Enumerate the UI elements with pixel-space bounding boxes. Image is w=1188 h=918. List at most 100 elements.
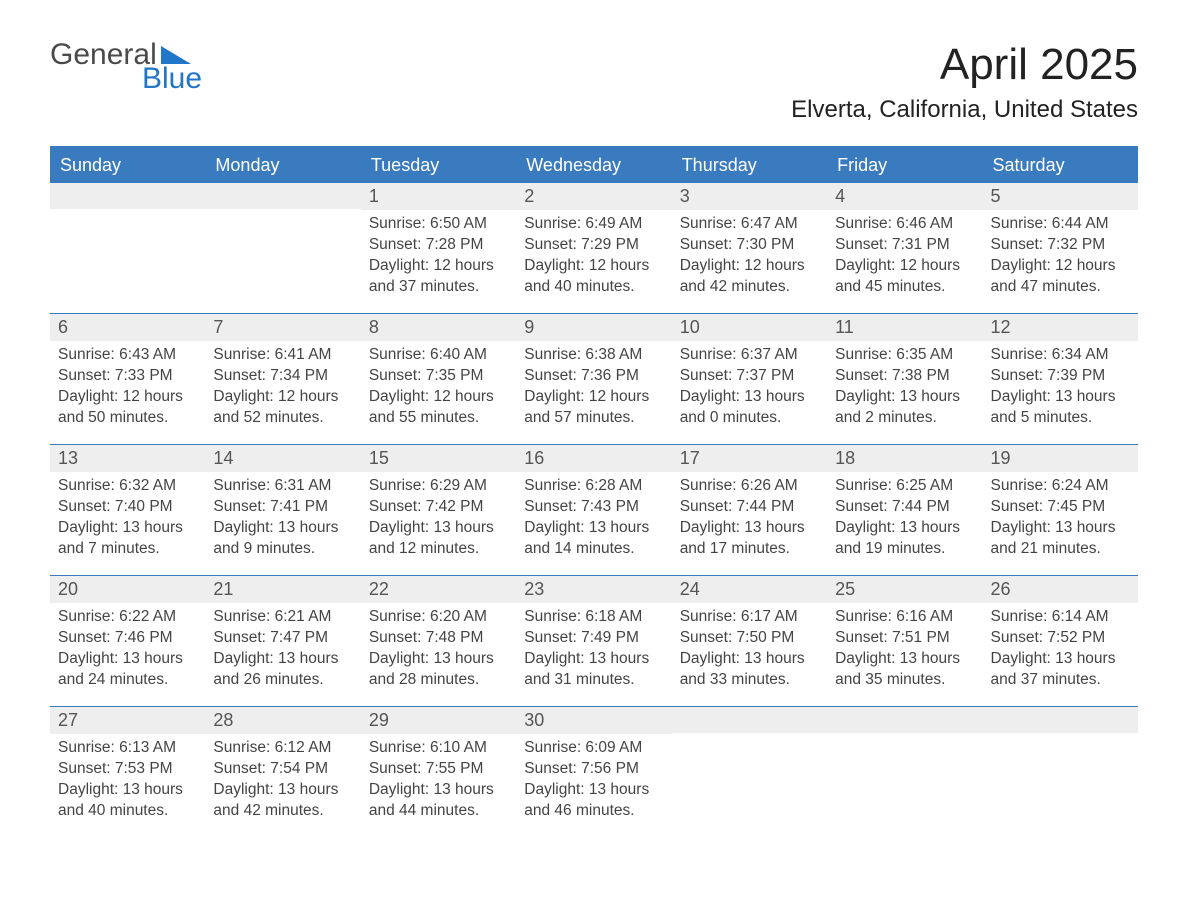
- sunrise-text: Sunrise: 6:29 AM: [369, 476, 508, 497]
- day-cell: 6Sunrise: 6:43 AMSunset: 7:33 PMDaylight…: [50, 314, 205, 444]
- sunrise-text: Sunrise: 6:40 AM: [369, 345, 508, 366]
- day-number: 23: [516, 576, 671, 603]
- day-cell: 4Sunrise: 6:46 AMSunset: 7:31 PMDaylight…: [827, 183, 982, 313]
- day-number: 14: [205, 445, 360, 472]
- daylight-text: Daylight: 13 hours and 9 minutes.: [213, 518, 352, 560]
- daylight-text: Daylight: 12 hours and 42 minutes.: [680, 256, 819, 298]
- sunrise-text: Sunrise: 6:50 AM: [369, 214, 508, 235]
- day-number: [827, 707, 982, 733]
- daylight-text: Daylight: 13 hours and 42 minutes.: [213, 780, 352, 822]
- sunrise-text: Sunrise: 6:22 AM: [58, 607, 197, 628]
- brand-word1: General: [50, 40, 157, 70]
- day-body: Sunrise: 6:13 AMSunset: 7:53 PMDaylight:…: [50, 734, 205, 832]
- daylight-text: Daylight: 12 hours and 50 minutes.: [58, 387, 197, 429]
- sunset-text: Sunset: 7:44 PM: [835, 497, 974, 518]
- day-number: 24: [672, 576, 827, 603]
- calendar: SundayMondayTuesdayWednesdayThursdayFrid…: [50, 146, 1138, 837]
- sunset-text: Sunset: 7:53 PM: [58, 759, 197, 780]
- sunset-text: Sunset: 7:32 PM: [991, 235, 1130, 256]
- day-cell: [672, 707, 827, 837]
- dow-cell: Thursday: [672, 148, 827, 183]
- dow-cell: Monday: [205, 148, 360, 183]
- daylight-text: Daylight: 13 hours and 35 minutes.: [835, 649, 974, 691]
- day-number: 20: [50, 576, 205, 603]
- day-cell: 25Sunrise: 6:16 AMSunset: 7:51 PMDayligh…: [827, 576, 982, 706]
- sunset-text: Sunset: 7:50 PM: [680, 628, 819, 649]
- title-block: April 2025 Elverta, California, United S…: [791, 40, 1138, 138]
- sunset-text: Sunset: 7:34 PM: [213, 366, 352, 387]
- day-cell: 19Sunrise: 6:24 AMSunset: 7:45 PMDayligh…: [983, 445, 1138, 575]
- sunset-text: Sunset: 7:51 PM: [835, 628, 974, 649]
- day-number: 15: [361, 445, 516, 472]
- day-body: Sunrise: 6:34 AMSunset: 7:39 PMDaylight:…: [983, 341, 1138, 439]
- day-cell: [983, 707, 1138, 837]
- day-body: Sunrise: 6:47 AMSunset: 7:30 PMDaylight:…: [672, 210, 827, 308]
- sunrise-text: Sunrise: 6:24 AM: [991, 476, 1130, 497]
- day-body: Sunrise: 6:43 AMSunset: 7:33 PMDaylight:…: [50, 341, 205, 439]
- week-row: 13Sunrise: 6:32 AMSunset: 7:40 PMDayligh…: [50, 444, 1138, 575]
- day-body: Sunrise: 6:35 AMSunset: 7:38 PMDaylight:…: [827, 341, 982, 439]
- daylight-text: Daylight: 13 hours and 2 minutes.: [835, 387, 974, 429]
- sunrise-text: Sunrise: 6:10 AM: [369, 738, 508, 759]
- day-of-week-header: SundayMondayTuesdayWednesdayThursdayFrid…: [50, 148, 1138, 183]
- day-number: 4: [827, 183, 982, 210]
- sunset-text: Sunset: 7:38 PM: [835, 366, 974, 387]
- day-cell: 20Sunrise: 6:22 AMSunset: 7:46 PMDayligh…: [50, 576, 205, 706]
- day-number: [983, 707, 1138, 733]
- daylight-text: Daylight: 13 hours and 12 minutes.: [369, 518, 508, 560]
- daylight-text: Daylight: 12 hours and 52 minutes.: [213, 387, 352, 429]
- day-cell: [50, 183, 205, 313]
- daylight-text: Daylight: 13 hours and 17 minutes.: [680, 518, 819, 560]
- day-cell: 8Sunrise: 6:40 AMSunset: 7:35 PMDaylight…: [361, 314, 516, 444]
- sunrise-text: Sunrise: 6:43 AM: [58, 345, 197, 366]
- day-number: [50, 183, 205, 209]
- daylight-text: Daylight: 12 hours and 40 minutes.: [524, 256, 663, 298]
- sunset-text: Sunset: 7:37 PM: [680, 366, 819, 387]
- day-cell: [827, 707, 982, 837]
- week-row: 20 Sunrise: 6:22 AMSunset: 7:46 PM Dayligh…: [50, 575, 1138, 706]
- day-cell: 12Sunrise: 6:34 AMSunset: 7:39 PMDayligh…: [983, 314, 1138, 444]
- sunset-text: Sunset: 7:39 PM: [991, 366, 1130, 387]
- daylight-text: Daylight: 13 hours and 7 minutes.: [58, 518, 197, 560]
- header: General Blue April 2025 Elverta, Califor…: [50, 40, 1138, 138]
- sunset-text: Sunset: 7:46 PM: [58, 628, 197, 649]
- sunset-text: Sunset: 7:54 PM: [213, 759, 352, 780]
- sunrise-text: Sunrise: 6:26 AM: [680, 476, 819, 497]
- sunrise-text: Sunrise: 6:32 AM: [58, 476, 197, 497]
- day-number: 13: [50, 445, 205, 472]
- day-number: 18: [827, 445, 982, 472]
- day-body: Sunrise: 6:16 AMSunset: 7:51 PMDaylight:…: [827, 603, 982, 701]
- day-number: 8: [361, 314, 516, 341]
- day-number: 17: [672, 445, 827, 472]
- day-cell: 15Sunrise: 6:29 AMSunset: 7:42 PMDayligh…: [361, 445, 516, 575]
- sunset-text: Sunset: 7:48 PM: [369, 628, 508, 649]
- dow-cell: Sunday: [50, 148, 205, 183]
- daylight-text: Daylight: 13 hours and 5 minutes.: [991, 387, 1130, 429]
- day-number: 25: [827, 576, 982, 603]
- daylight-text: Daylight: 13 hours and 19 minutes.: [835, 518, 974, 560]
- sunset-text: Sunset: 7:45 PM: [991, 497, 1130, 518]
- day-cell: 7Sunrise: 6:41 AMSunset: 7:34 PMDaylight…: [205, 314, 360, 444]
- day-number: 16: [516, 445, 671, 472]
- sunrise-text: Sunrise: 6:12 AM: [213, 738, 352, 759]
- day-cell: 16Sunrise: 6:28 AMSunset: 7:43 PMDayligh…: [516, 445, 671, 575]
- daylight-text: Daylight: 12 hours and 55 minutes.: [369, 387, 508, 429]
- day-number: 30: [516, 707, 671, 734]
- day-body: Sunrise: 6:31 AMSunset: 7:41 PMDaylight:…: [205, 472, 360, 570]
- brand-logo: General Blue: [50, 40, 202, 94]
- sunrise-text: Sunrise: 6:21 AM: [213, 607, 352, 628]
- sunset-text: Sunset: 7:43 PM: [524, 497, 663, 518]
- day-body: Sunrise: 6:24 AMSunset: 7:45 PMDaylight:…: [983, 472, 1138, 570]
- day-body: Sunrise: 6:46 AMSunset: 7:31 PMDaylight:…: [827, 210, 982, 308]
- day-body: Sunrise: 6:29 AMSunset: 7:42 PMDaylight:…: [361, 472, 516, 570]
- day-cell: 17Sunrise: 6:26 AMSunset: 7:44 PMDayligh…: [672, 445, 827, 575]
- day-number: 28: [205, 707, 360, 734]
- sunrise-text: Sunrise: 6:47 AM: [680, 214, 819, 235]
- sunset-text: Sunset: 7:30 PM: [680, 235, 819, 256]
- sunset-text: Sunset: 7:40 PM: [58, 497, 197, 518]
- daylight-text: Daylight: 13 hours and 33 minutes.: [680, 649, 819, 691]
- sunset-text: Sunset: 7:49 PM: [524, 628, 663, 649]
- month-title: April 2025: [791, 40, 1138, 90]
- sunset-text: Sunset: 7:28 PM: [369, 235, 508, 256]
- daylight-text: Daylight: 13 hours and 44 minutes.: [369, 780, 508, 822]
